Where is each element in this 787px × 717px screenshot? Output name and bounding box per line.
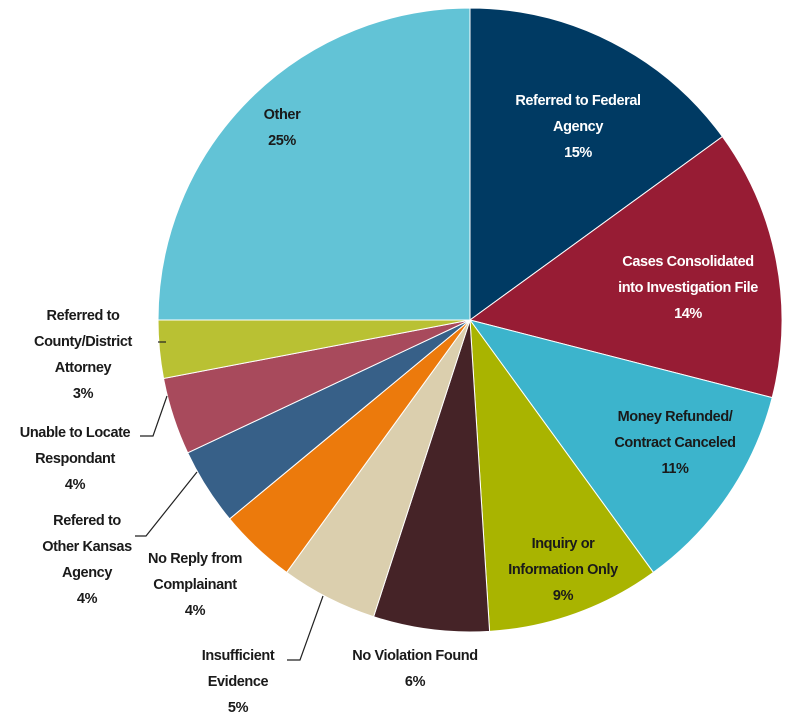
slice-label: Referred to County/District Attorney 3% [21, 303, 146, 407]
category-label: No Violation Found [352, 648, 478, 664]
leader-line [140, 395, 168, 437]
category-label: No Reply from Complainant [148, 551, 242, 593]
category-label: Inquiry or Information Only [508, 536, 618, 578]
value-label: 25% [268, 133, 296, 149]
pie-slice [468, 135, 783, 399]
slice-label: Referred to Federal Agency 15% [503, 88, 653, 166]
slice-label: Cases Consolidated into Investigation Fi… [613, 249, 763, 327]
value-label: 4% [64, 477, 86, 493]
value-label: 11% [661, 461, 689, 477]
slices [157, 7, 783, 633]
pie-slice [469, 318, 655, 632]
leader-line [287, 595, 324, 661]
category-label: Cases Consolidated into Investigation Fi… [618, 254, 758, 296]
pie-slice [468, 319, 773, 574]
category-label: Unable to Locate Respondant [19, 425, 131, 467]
slice-label: No Violation Found 6% [325, 643, 505, 695]
slice-label: Refered to Other Kansas Agency 4% [35, 508, 140, 612]
value-label: 9% [552, 588, 574, 604]
category-label: Other [263, 107, 301, 123]
slice-label: No Reply from Complainant 4% [135, 546, 255, 624]
leader-line [135, 471, 198, 537]
category-label: Referred to County/District Attorney [34, 308, 132, 376]
value-label: 5% [227, 700, 249, 716]
slice-label: Inquiry or Information Only 9% [498, 531, 628, 609]
pie-slice [157, 7, 471, 321]
slice-label: Money Refunded/ Contract Canceled 11% [605, 404, 745, 482]
value-label: 15% [564, 145, 592, 161]
pie-slice [469, 7, 724, 321]
value-label: 14% [674, 306, 702, 322]
value-label: 6% [404, 674, 426, 690]
value-label: 4% [184, 603, 206, 619]
category-label: Refered to Other Kansas Agency [42, 513, 132, 581]
slice-label: Insufficient Evidence 5% [188, 643, 288, 717]
category-label: Referred to Federal Agency [515, 93, 641, 135]
value-label: 3% [72, 386, 94, 402]
category-label: Money Refunded/ Contract Canceled [614, 409, 736, 451]
value-label: 4% [76, 591, 98, 607]
slice-label: Other 25% [242, 102, 322, 154]
category-label: Insufficient Evidence [201, 648, 275, 690]
slice-label: Unable to Locate Respondant 4% [10, 420, 140, 498]
